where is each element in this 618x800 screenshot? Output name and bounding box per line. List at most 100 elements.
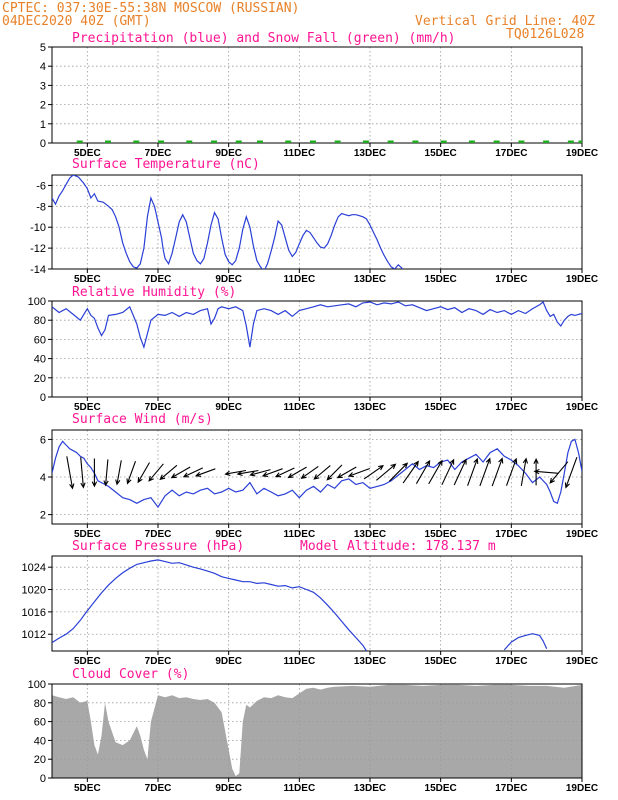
x-tick-label: 5DEC	[74, 656, 101, 667]
y-tick-label: 1024	[22, 562, 46, 574]
y-tick-label: 60	[34, 334, 46, 346]
y-tick-label: 5	[40, 42, 46, 54]
y-tick-label: 4	[40, 472, 46, 484]
x-tick-label: 9DEC	[215, 656, 242, 667]
wind-arrow	[441, 458, 455, 486]
y-tick-label: -6	[36, 180, 46, 192]
panel-title: Surface Pressure (hPa)	[72, 539, 244, 554]
x-tick-label: 7DEC	[145, 148, 172, 159]
wind-arrow	[428, 459, 443, 485]
cloud-cover-area	[52, 684, 582, 778]
x-tick-label: 7DEC	[145, 529, 172, 540]
x-tick-label: 5DEC	[74, 402, 101, 413]
wind-arrow	[66, 456, 75, 490]
wind-arrow	[453, 458, 467, 486]
plot-frame	[51, 300, 583, 398]
wind-arrow	[376, 463, 397, 481]
wind-arrow	[137, 462, 150, 484]
x-tick-label: 9DEC	[215, 402, 242, 413]
wind-arrow	[91, 458, 98, 488]
x-tick-label: 11DEC	[283, 274, 315, 285]
series-line	[503, 633, 548, 651]
wind-arrow	[103, 459, 109, 487]
y-tick-label: 0	[40, 392, 46, 404]
x-tick-label: 19DEC	[566, 656, 598, 667]
wind-arrow	[148, 463, 164, 482]
y-tick-label: 3	[40, 80, 46, 92]
plot-frame	[51, 174, 583, 270]
wind-arrow	[533, 468, 559, 475]
y-tick-label: 80	[34, 698, 46, 710]
chart-panels: 0 1 2 3 4 5 5DEC 7DEC 9DEC 11DEC 13DEC 15DEC 17DEC 19…	[22, 31, 599, 794]
x-tick-label: 11DEC	[283, 656, 315, 667]
panel-title: Surface Wind (m/s)	[72, 412, 213, 427]
panel-2: -14 -12 -10 -8 -6 5DEC 7DEC 9DEC 11DEC 13DEC 15DEC…	[30, 157, 598, 285]
x-tick-label: 13DEC	[354, 783, 386, 794]
x-tick-label: 7DEC	[145, 783, 172, 794]
x-tick-label: 17DEC	[495, 402, 527, 413]
plot-frame	[51, 429, 583, 525]
wind-arrow	[80, 457, 86, 489]
wind-arrow	[115, 460, 122, 486]
x-tick-label: 11DEC	[283, 783, 315, 794]
x-tick-label: 19DEC	[566, 274, 598, 285]
wind-arrow	[194, 468, 216, 477]
x-tick-label: 9DEC	[215, 783, 242, 794]
wind-arrow	[182, 467, 204, 478]
header-date: 04DEC2020 40Z (GMT)	[2, 14, 151, 29]
panel-title: Relative Humidity (%)	[72, 285, 236, 300]
y-tick-label: 2	[40, 100, 46, 112]
wind-arrow	[402, 460, 419, 484]
panel-title: Surface Temperature (nC)	[72, 157, 260, 172]
header-grid-line: Vertical Grid Line: 40Z	[415, 14, 595, 29]
y-tick-label: 4	[40, 61, 46, 73]
x-tick-label: 11DEC	[283, 402, 315, 413]
y-tick-label: 100	[28, 296, 46, 308]
wind-arrow	[479, 457, 491, 487]
wind-arrow	[300, 465, 319, 479]
x-tick-label: 13DEC	[354, 656, 386, 667]
wind-arrow	[224, 469, 247, 477]
x-tick-label: 17DEC	[495, 656, 527, 667]
x-tick-label: 19DEC	[566, 402, 598, 413]
x-tick-label: 13DEC	[354, 148, 386, 159]
x-tick-label: 9DEC	[215, 529, 242, 540]
wind-arrow	[313, 465, 331, 480]
x-tick-label: 5DEC	[74, 148, 101, 159]
y-tick-label: -14	[30, 264, 46, 276]
y-tick-label: 1	[40, 119, 46, 131]
panel-title: Cloud Cover (%)	[72, 667, 189, 682]
x-tick-label: 19DEC	[566, 783, 598, 794]
x-tick-label: 15DEC	[425, 656, 457, 667]
x-tick-label: 17DEC	[495, 529, 527, 540]
wind-arrow	[467, 457, 479, 486]
x-tick-label: 7DEC	[145, 656, 172, 667]
x-tick-label: 11DEC	[283, 148, 315, 159]
y-tick-label: 20	[34, 373, 46, 385]
wind-arrow	[274, 467, 295, 478]
wind-arrow	[336, 466, 357, 479]
y-tick-label: 0	[40, 138, 46, 150]
x-tick-label: 9DEC	[215, 148, 242, 159]
y-tick-label: -10	[30, 222, 46, 234]
wind-arrow	[491, 457, 504, 487]
wind-arrow	[236, 469, 259, 477]
header-code: TQ0126L028	[506, 27, 584, 42]
wind-arrow	[549, 461, 569, 484]
wind-arrow	[347, 467, 370, 478]
panel-3: 0 20 40 60 80 100 5DEC 7DEC 9DEC 11DEC 13DEC 15DEC 1…	[28, 285, 598, 413]
y-tick-label: 40	[34, 735, 46, 747]
wind-arrow	[170, 466, 191, 479]
x-tick-label: 13DEC	[354, 274, 386, 285]
x-tick-label: 19DEC	[566, 529, 598, 540]
x-tick-label: 15DEC	[425, 148, 457, 159]
x-tick-label: 9DEC	[215, 274, 242, 285]
panel-annotation: Model Altitude: 178.137 m	[300, 539, 496, 554]
x-tick-label: 13DEC	[354, 529, 386, 540]
panel-5: 1012 1016 1020 1024 5DEC 7DEC 9DEC 11DEC 13DEC 15…	[22, 539, 599, 667]
wind-arrow	[287, 466, 307, 479]
wind-arrow	[520, 457, 529, 486]
x-tick-label: 11DEC	[283, 529, 315, 540]
series-line	[52, 301, 582, 350]
x-tick-label: 17DEC	[495, 783, 527, 794]
